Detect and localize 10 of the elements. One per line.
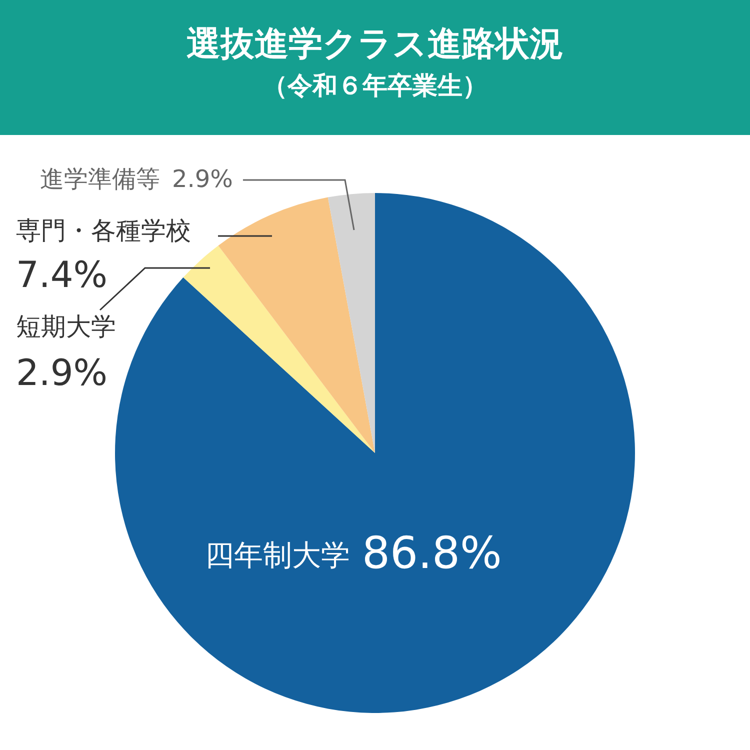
slice-label: 専門・各種学校 — [16, 216, 191, 245]
data-label: 7.4% — [16, 255, 108, 296]
slice-label: 進学準備等 — [40, 165, 160, 193]
slice-label: 短期大学 — [16, 312, 116, 341]
data-label: 2.9% — [172, 165, 233, 193]
data-label: 86.8% — [362, 528, 502, 579]
data-label: 2.9% — [16, 353, 108, 394]
slice-label: 四年制大学 — [205, 538, 350, 572]
chart-title: 選抜進学クラス進路状況 — [186, 23, 564, 66]
chart-subtitle: （令和６年卒業生） — [262, 70, 488, 102]
